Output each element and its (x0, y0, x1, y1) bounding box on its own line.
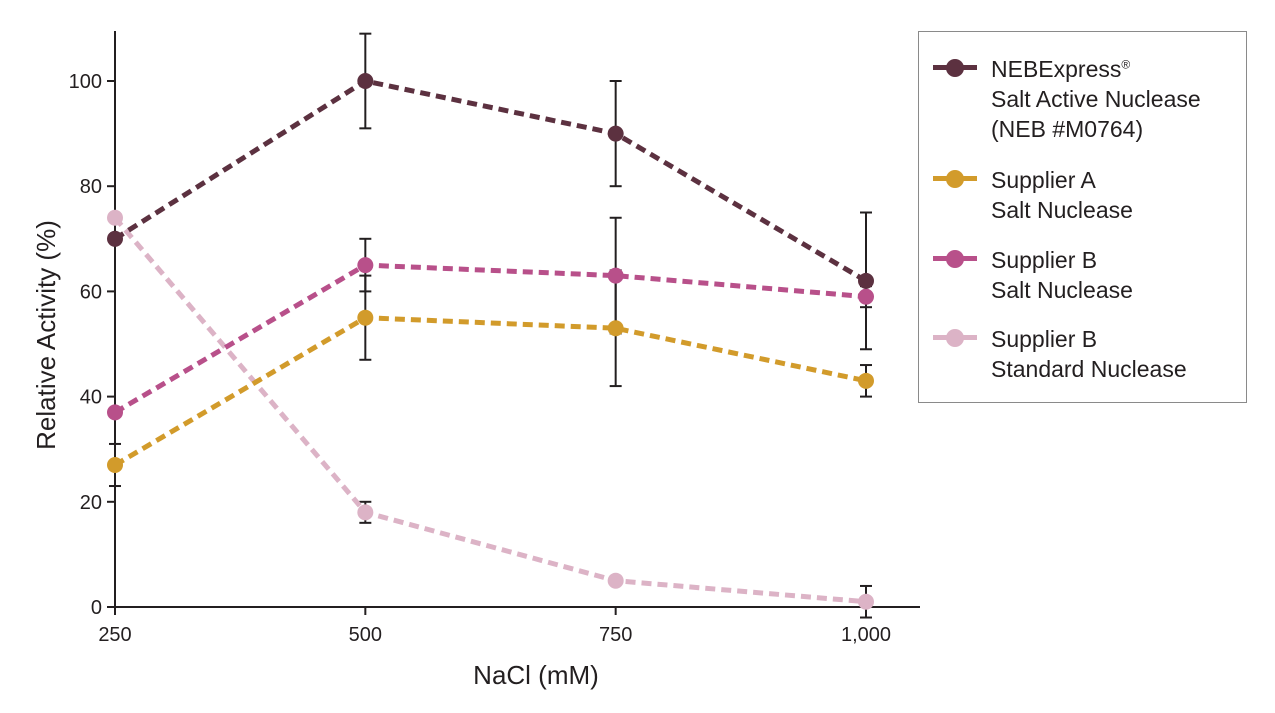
data-point (858, 372, 874, 389)
y-tick-label: 0 (91, 597, 102, 619)
data-point (607, 320, 624, 337)
legend-label-line: Standard Nuclease (991, 356, 1187, 382)
series-lines (113, 78, 868, 605)
legend-swatch (933, 249, 977, 269)
axes (114, 31, 920, 608)
x-axis-title: NaCl (mM) (473, 660, 599, 690)
legend-label-line: Salt Active Nuclease (991, 86, 1201, 112)
data-point (107, 456, 123, 473)
series-line-2 (113, 315, 867, 468)
legend-swatch-marker (946, 250, 964, 268)
x-tick-label: 500 (349, 624, 382, 646)
series-line-1 (113, 78, 868, 284)
y-tick-label: 100 (69, 71, 102, 93)
legend-swatch (933, 328, 977, 348)
x-tick-label: 750 (599, 624, 632, 646)
legend-label: Supplier B Salt Nuclease (991, 245, 1133, 305)
registered-mark: ® (1121, 57, 1131, 72)
legend-label-line: NEBExpress® (991, 56, 1131, 82)
data-point (357, 73, 374, 89)
legend-label-line: Supplier B (991, 326, 1098, 352)
y-axis-ticks: 0 20 40 60 80 100 (69, 71, 115, 619)
x-axis-ticks: 250 500 750 1,000 (98, 607, 891, 646)
legend-swatch-marker (946, 170, 964, 188)
series-line-4 (113, 216, 867, 605)
series-line-3 (113, 262, 867, 415)
legend-label-line: Supplier A (991, 167, 1096, 193)
legend-swatch (933, 169, 977, 189)
data-point (607, 125, 624, 142)
legend-label-line: Supplier B (991, 247, 1098, 273)
x-tick-label: 250 (98, 624, 131, 646)
data-point (858, 593, 874, 610)
data-point (858, 288, 874, 305)
legend-label-line: Salt Nuclease (991, 277, 1133, 303)
legend-swatch-marker (946, 59, 964, 77)
data-point (107, 230, 123, 247)
data-point (607, 267, 624, 284)
y-tick-label: 80 (80, 176, 102, 198)
y-axis-title: Relative Activity (%) (31, 220, 61, 450)
legend-swatch-marker (946, 329, 964, 347)
error-bars (109, 32, 872, 619)
y-tick-label: 20 (80, 492, 102, 514)
y-tick-label: 60 (80, 281, 102, 303)
chart-legend: NEBExpress® Salt Active Nuclease (NEB #M07… (918, 31, 1247, 403)
legend-label: Supplier B Standard Nuclease (991, 324, 1187, 384)
data-point (357, 257, 374, 274)
data-point (107, 404, 123, 421)
data-point (107, 209, 123, 226)
legend-label-line: (NEB #M0764) (991, 116, 1144, 142)
y-tick-label: 40 (80, 387, 102, 409)
x-tick-label: 1,000 (841, 624, 891, 646)
data-point (607, 572, 624, 589)
legend-swatch (933, 58, 977, 78)
legend-label-line: Salt Nuclease (991, 197, 1133, 223)
legend-label: NEBExpress® Salt Active Nuclease (NEB #M07… (991, 54, 1201, 144)
data-points (107, 73, 874, 610)
data-point (357, 309, 374, 326)
legend-label: Supplier A Salt Nuclease (991, 165, 1133, 225)
data-point (357, 504, 374, 521)
data-point (858, 272, 874, 289)
